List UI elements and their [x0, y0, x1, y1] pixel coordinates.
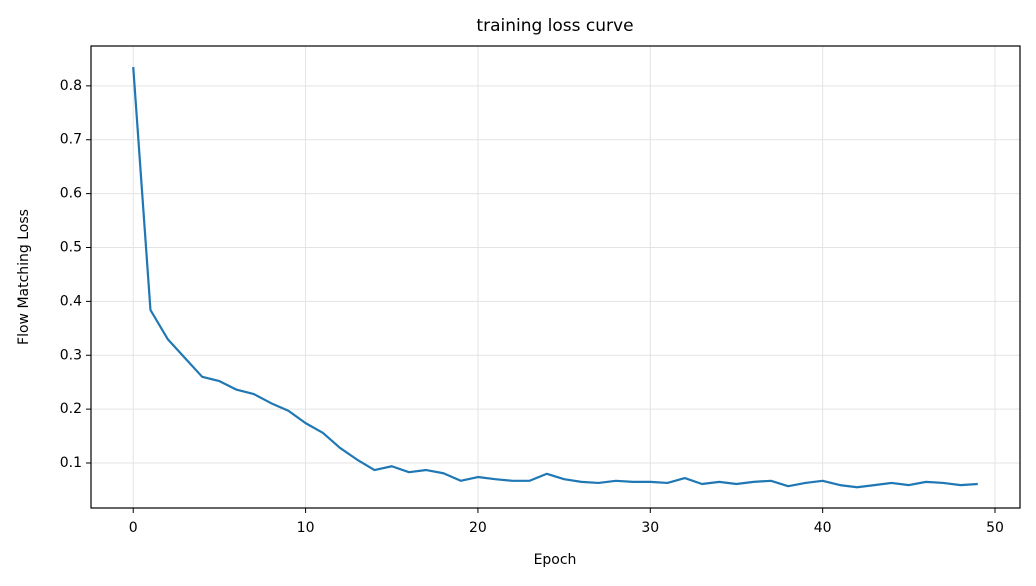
y-axis-label: Flow Matching Loss [16, 209, 32, 345]
x-tick-label: 40 [814, 520, 832, 536]
y-tick-label: 0.6 [60, 186, 82, 202]
x-tick-label: 20 [469, 520, 487, 536]
y-tick-label: 0.2 [60, 401, 82, 417]
chart-title: training loss curve [476, 16, 633, 36]
y-tick-label: 0.7 [60, 132, 82, 148]
x-tick-label: 0 [129, 520, 138, 536]
y-tick-label: 0.8 [60, 78, 82, 94]
y-tick-label: 0.1 [60, 455, 82, 471]
y-tick-label: 0.5 [60, 240, 82, 256]
plot-frame [90, 45, 1021, 509]
loss-line [132, 66, 978, 489]
y-tick-label: 0.4 [60, 293, 82, 309]
x-tick-label: 10 [297, 520, 315, 536]
y-tick-label: 0.3 [60, 347, 82, 363]
x-axis-label: Epoch [534, 552, 577, 568]
x-tick-label: 30 [641, 520, 659, 536]
x-tick-label: 50 [986, 520, 1004, 536]
